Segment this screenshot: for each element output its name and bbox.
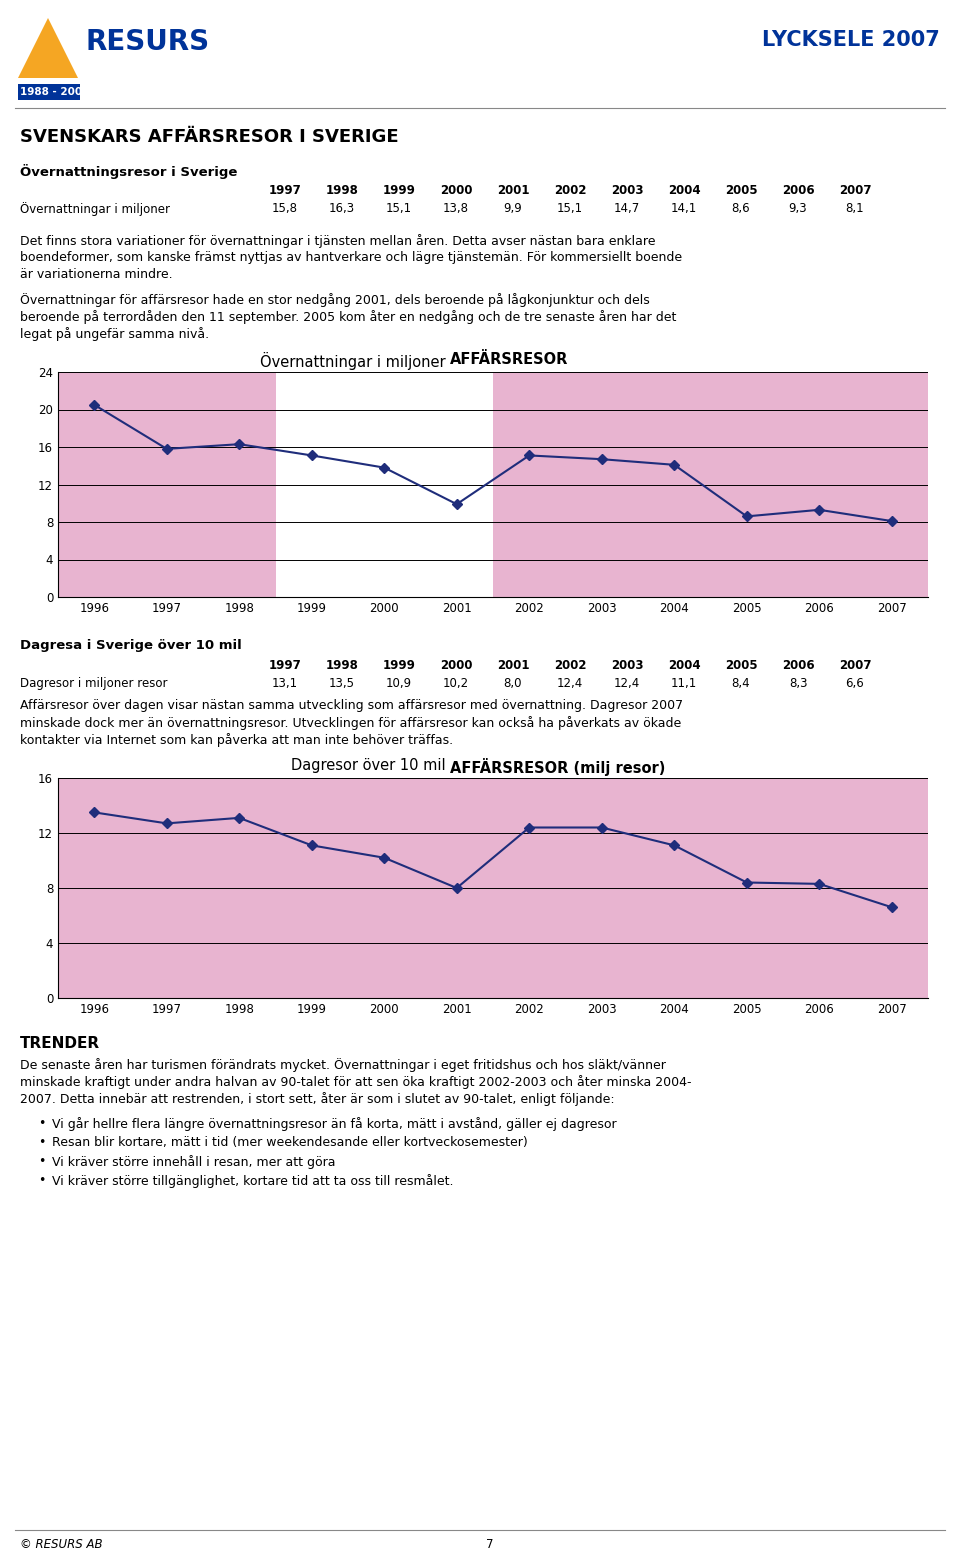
Text: 15,1: 15,1: [557, 202, 583, 215]
Text: 13,5: 13,5: [329, 677, 355, 689]
Text: 2005: 2005: [725, 184, 757, 198]
Text: De senaste åren har turismen förändrats mycket. Övernattningar i eget fritidshus: De senaste åren har turismen förändrats …: [20, 1058, 666, 1072]
Text: 9,3: 9,3: [789, 202, 807, 215]
Text: boendeformer, som kanske främst nyttjas av hantverkare och lägre tjänstemän. För: boendeformer, som kanske främst nyttjas …: [20, 251, 683, 265]
Text: Övernattningar i miljoner: Övernattningar i miljoner: [20, 202, 170, 216]
Text: 2004: 2004: [668, 660, 700, 672]
Text: 8,6: 8,6: [732, 202, 751, 215]
Text: Det finns stora variationer för övernattningar i tjänsten mellan åren. Detta avs: Det finns stora variationer för övernatt…: [20, 233, 656, 247]
Text: Vi kräver större innehåll i resan, mer att göra: Vi kräver större innehåll i resan, mer a…: [52, 1155, 335, 1169]
Text: är variationerna mindre.: är variationerna mindre.: [20, 268, 173, 282]
Text: 2005: 2005: [725, 660, 757, 672]
Text: 1998: 1998: [325, 184, 358, 198]
Text: © RESURS AB: © RESURS AB: [20, 1537, 103, 1551]
Text: •: •: [38, 1136, 45, 1148]
Text: 1999: 1999: [383, 184, 416, 198]
FancyBboxPatch shape: [18, 84, 80, 100]
Text: 2006: 2006: [781, 660, 814, 672]
Text: 2002: 2002: [554, 660, 587, 672]
Text: 6,6: 6,6: [846, 677, 864, 689]
Text: 10,2: 10,2: [443, 677, 469, 689]
Text: •: •: [38, 1117, 45, 1130]
Text: 15,1: 15,1: [386, 202, 412, 215]
Text: 12,4: 12,4: [613, 677, 640, 689]
Text: Vi kräver större tillgänglighet, kortare tid att ta oss till resmålet.: Vi kräver större tillgänglighet, kortare…: [52, 1173, 453, 1187]
Text: 10,9: 10,9: [386, 677, 412, 689]
Text: 2001: 2001: [496, 184, 529, 198]
Text: 1999: 1999: [383, 660, 416, 672]
Text: 12,4: 12,4: [557, 677, 583, 689]
Text: 13,8: 13,8: [443, 202, 469, 215]
Text: SVENSKARS AFFÄRSRESOR I SVERIGE: SVENSKARS AFFÄRSRESOR I SVERIGE: [20, 128, 398, 146]
Text: 2003: 2003: [611, 660, 643, 672]
Text: Dagresa i Sverige över 10 mil: Dagresa i Sverige över 10 mil: [20, 640, 242, 652]
Text: •: •: [38, 1155, 45, 1169]
Text: 1988 - 2008: 1988 - 2008: [20, 87, 89, 96]
Text: 9,9: 9,9: [504, 202, 522, 215]
Text: Vi går hellre flera längre övernattningsresor än få korta, mätt i avstånd, gälle: Vi går hellre flera längre övernattnings…: [52, 1117, 616, 1131]
Text: beroende på terrordåden den 11 september. 2005 kom åter en nedgång och de tre se: beroende på terrordåden den 11 september…: [20, 310, 677, 324]
Polygon shape: [18, 19, 78, 78]
Text: Affärsresor över dagen visar nästan samma utveckling som affärsresor med övernat: Affärsresor över dagen visar nästan samm…: [20, 699, 684, 713]
Text: 15,8: 15,8: [272, 202, 298, 215]
Text: 2002: 2002: [554, 184, 587, 198]
Text: 2000: 2000: [440, 184, 472, 198]
Text: 2003: 2003: [611, 184, 643, 198]
Text: Dagresor över 10 mil: Dagresor över 10 mil: [291, 758, 450, 773]
Text: Övernattningsresor i Sverige: Övernattningsresor i Sverige: [20, 163, 237, 179]
Text: 16,3: 16,3: [329, 202, 355, 215]
Text: 11,1: 11,1: [671, 677, 697, 689]
Text: 14,1: 14,1: [671, 202, 697, 215]
Text: minskade kraftigt under andra halvan av 90-talet för att sen öka kraftigt 2002-2: minskade kraftigt under andra halvan av …: [20, 1075, 691, 1089]
Text: 2007: 2007: [839, 660, 872, 672]
Text: minskade dock mer än övernattningsresor. Utvecklingen för affärsresor kan också : minskade dock mer än övernattningsresor.…: [20, 716, 682, 730]
Text: 8,0: 8,0: [504, 677, 522, 689]
Text: 2004: 2004: [668, 184, 700, 198]
Text: Övernattningar för affärsresor hade en stor nedgång 2001, dels beroende på lågko: Övernattningar för affärsresor hade en s…: [20, 293, 650, 307]
Text: 1998: 1998: [325, 660, 358, 672]
Text: 2001: 2001: [496, 660, 529, 672]
Text: 2000: 2000: [440, 660, 472, 672]
Text: 1997: 1997: [269, 660, 301, 672]
Text: 2007. Detta innebär att restrenden, i stort sett, åter är som i slutet av 90-tal: 2007. Detta innebär att restrenden, i st…: [20, 1092, 614, 1106]
Text: kontakter via Internet som kan påverka att man inte behöver träffas.: kontakter via Internet som kan påverka a…: [20, 733, 453, 747]
Text: TRENDER: TRENDER: [20, 1036, 100, 1050]
Text: Resan blir kortare, mätt i tid (mer weekendesande eller kortveckosemester): Resan blir kortare, mätt i tid (mer week…: [52, 1136, 528, 1148]
Text: 14,7: 14,7: [613, 202, 640, 215]
Text: AFFÄRSRESOR: AFFÄRSRESOR: [450, 352, 568, 367]
Text: RESURS: RESURS: [85, 28, 209, 56]
Text: 2006: 2006: [781, 184, 814, 198]
Text: 8,4: 8,4: [732, 677, 751, 689]
Text: legat på ungefär samma nivå.: legat på ungefär samma nivå.: [20, 327, 209, 341]
Text: 1997: 1997: [269, 184, 301, 198]
Bar: [276, 372, 493, 598]
Text: AFFÄRSRESOR (milj resor): AFFÄRSRESOR (milj resor): [450, 758, 665, 776]
Text: 2007: 2007: [839, 184, 872, 198]
Text: •: •: [38, 1173, 45, 1187]
Text: Övernattningar i miljoner: Övernattningar i miljoner: [260, 352, 450, 370]
Text: Dagresor i miljoner resor: Dagresor i miljoner resor: [20, 677, 167, 689]
Text: 8,1: 8,1: [846, 202, 864, 215]
Text: LYCKSELE 2007: LYCKSELE 2007: [762, 30, 940, 50]
Text: 13,1: 13,1: [272, 677, 298, 689]
Text: 8,3: 8,3: [789, 677, 807, 689]
Text: 7: 7: [487, 1537, 493, 1551]
